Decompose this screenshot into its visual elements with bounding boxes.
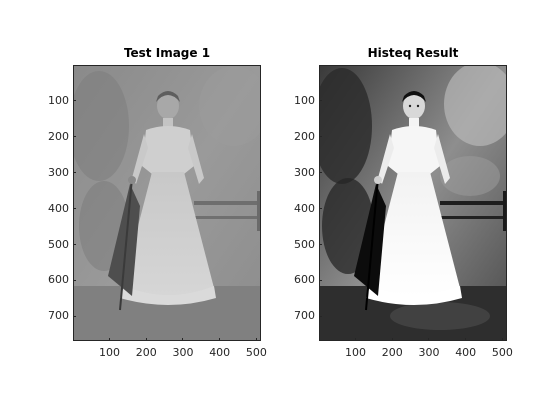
left-y-tick-label: 300 xyxy=(48,165,69,179)
equalized-photo xyxy=(320,66,506,340)
right-y-tick-label: 600 xyxy=(294,273,315,287)
low-contrast-photo xyxy=(74,66,260,340)
right-image-axes[interactable] xyxy=(319,65,507,341)
left-image-axes[interactable] xyxy=(73,65,261,341)
left-y-tick-mark xyxy=(73,172,76,174)
right-y-tick-label: 300 xyxy=(294,165,315,179)
left-y-tick-label: 500 xyxy=(48,237,69,251)
right-y-tick-mark xyxy=(319,244,322,245)
right-x-tick-mark xyxy=(355,338,357,341)
left-x-tick-mark xyxy=(255,338,257,341)
left-x-tick-mark xyxy=(182,338,184,341)
right-y-tick-mark xyxy=(319,315,322,317)
left-x-tick-mark xyxy=(109,338,111,341)
left-x-tick-label: 100 xyxy=(99,346,121,359)
left-x-tick-mark xyxy=(219,338,221,341)
right-y-tick-label: 500 xyxy=(294,237,315,251)
right-x-tick-label: 100 xyxy=(345,346,367,359)
right-x-tick-label: 300 xyxy=(418,346,440,359)
left-y-tick-mark xyxy=(73,315,76,317)
left-y-tick-mark xyxy=(73,100,76,102)
right-axes-title: Histeq Result xyxy=(367,46,459,60)
left-y-tick-mark xyxy=(73,208,76,210)
left-x-tick-label: 300 xyxy=(172,346,194,359)
left-y-tick-mark xyxy=(73,136,76,138)
right-x-tick-label: 500 xyxy=(491,346,513,359)
left-x-tick-label: 200 xyxy=(135,346,157,359)
left-y-tick-label: 200 xyxy=(48,129,69,143)
right-x-tick-mark xyxy=(428,338,430,341)
right-y-tick-label: 100 xyxy=(294,93,315,107)
left-y-tick-label: 600 xyxy=(48,273,69,287)
right-y-tick-mark xyxy=(319,136,322,138)
left-x-tick-label: 500 xyxy=(245,346,267,359)
right-x-tick-label: 200 xyxy=(381,346,403,359)
right-y-tick-mark xyxy=(319,279,322,281)
left-axes-title: Test Image 1 xyxy=(123,46,211,60)
right-x-tick-mark xyxy=(391,338,393,341)
right-y-tick-mark xyxy=(319,100,322,102)
left-x-tick-mark xyxy=(145,338,147,341)
right-y-tick-label: 700 xyxy=(294,309,315,323)
right-y-tick-mark xyxy=(319,172,322,174)
left-y-tick-label: 700 xyxy=(48,309,69,323)
right-x-tick-mark xyxy=(501,338,503,341)
left-y-tick-label: 400 xyxy=(48,201,69,215)
left-y-tick-mark xyxy=(73,279,76,281)
left-x-tick-label: 400 xyxy=(209,346,231,359)
right-y-tick-mark xyxy=(319,208,322,210)
left-y-tick-label: 100 xyxy=(48,93,69,107)
right-y-tick-label: 400 xyxy=(294,201,315,215)
right-x-tick-mark xyxy=(465,338,467,341)
right-y-tick-label: 200 xyxy=(294,129,315,143)
left-y-tick-mark xyxy=(73,244,76,245)
right-x-tick-label: 400 xyxy=(455,346,477,359)
